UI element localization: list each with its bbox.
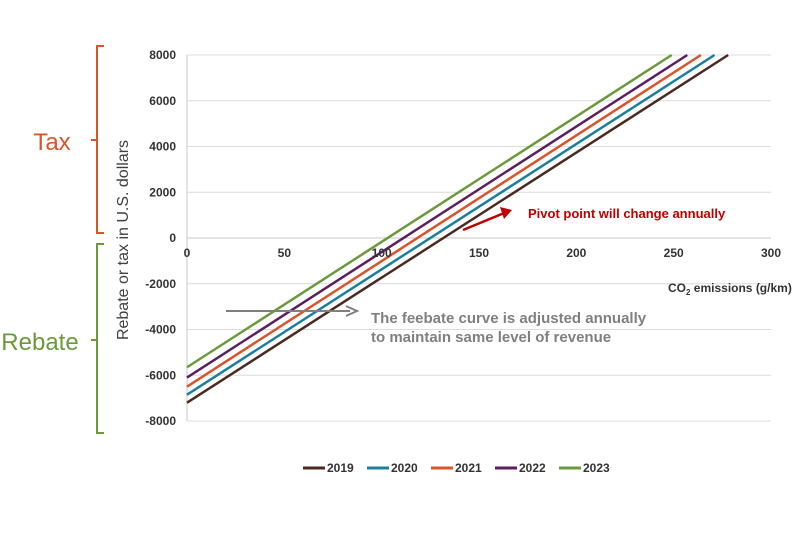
- x-tick-label: 200: [566, 246, 586, 260]
- y-tick-label: -8000: [145, 414, 176, 428]
- x-tick-label: 100: [372, 246, 392, 260]
- legend: 2019 2020 2021 2022 2023: [303, 461, 610, 475]
- x-tick-labels: 0 50 100 150 200 250 300: [184, 246, 782, 260]
- series-line-2022: [186, 53, 688, 379]
- legend-label-2022: 2022: [519, 461, 546, 475]
- pivot-arrow: [462, 207, 512, 232]
- gridlines: [186, 54, 771, 422]
- y-tick-label: 4000: [149, 140, 176, 154]
- series-lines: [186, 53, 729, 404]
- tax-label: Tax: [33, 129, 70, 156]
- series-line-2019: [186, 53, 729, 404]
- y-tick-label: -2000: [145, 277, 176, 291]
- x-axis-label-sub: 2: [686, 288, 691, 297]
- legend-label-2023: 2023: [583, 461, 610, 475]
- legend-label-2020: 2020: [391, 461, 418, 475]
- pivot-annotation: Pivot point will change annually: [528, 206, 726, 221]
- y-tick-label: -4000: [145, 323, 176, 337]
- y-tick-label: -6000: [145, 368, 176, 382]
- tax-bracket: [91, 45, 104, 234]
- legend-label-2021: 2021: [455, 461, 482, 475]
- x-tick-label: 0: [184, 246, 191, 260]
- y-tick-label: 0: [169, 231, 176, 245]
- x-tick-label: 250: [664, 246, 684, 260]
- x-axis-label: CO2 emissions (g/km): [668, 281, 792, 297]
- x-tick-label: 300: [761, 246, 781, 260]
- y-tick-label: 6000: [149, 94, 176, 108]
- adjust-annotation-line1: The feebate curve is adjusted annually: [371, 310, 647, 327]
- x-axis-label-post: emissions (g/km): [690, 281, 791, 295]
- rebate-label: Rebate: [1, 329, 78, 356]
- series-line-2020: [186, 53, 716, 396]
- y-axis-label: Rebate or tax in U.S. dollars: [115, 140, 132, 340]
- y-tick-label: 8000: [149, 48, 176, 62]
- y-tick-labels: 8000 6000 4000 2000 0 -2000 -4000 -6000 -8000: [145, 48, 176, 428]
- series-line-2021: [186, 53, 702, 388]
- adjust-annotation-line2: to maintain same level of revenue: [371, 329, 611, 346]
- x-tick-label: 50: [278, 246, 292, 260]
- x-axis-label-pre: CO: [668, 281, 686, 295]
- legend-label-2019: 2019: [327, 461, 354, 475]
- series-line-2023: [186, 53, 673, 369]
- rebate-bracket: [91, 243, 104, 434]
- y-tick-label: 2000: [149, 185, 176, 199]
- adjust-arrow: [226, 305, 360, 317]
- x-tick-label: 150: [469, 246, 489, 260]
